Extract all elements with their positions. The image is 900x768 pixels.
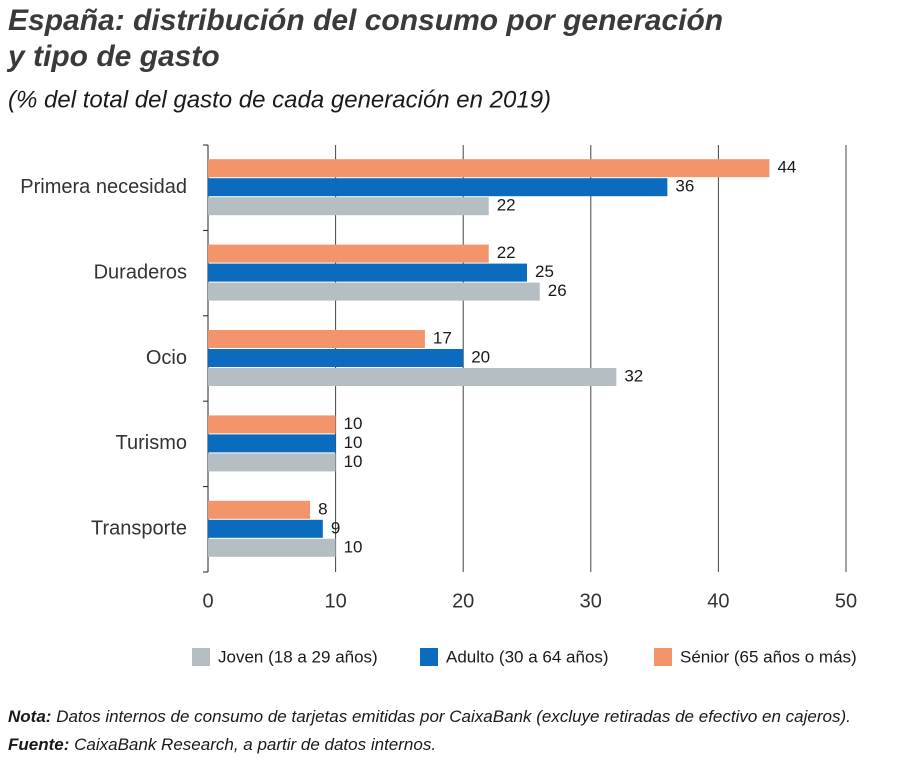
y-tick-label: Transporte: [91, 518, 187, 540]
value-label: 36: [675, 177, 694, 196]
legend-swatch: [192, 648, 210, 666]
y-tick-label: Primera necesidad: [20, 176, 187, 198]
legend-swatch: [654, 648, 672, 666]
value-label: 44: [777, 158, 796, 177]
note: Fuente: CaixaBank Research, a partir de …: [8, 735, 436, 754]
value-label: 20: [471, 347, 490, 366]
value-label: 26: [548, 281, 567, 300]
bar: [208, 263, 527, 282]
value-label: 10: [344, 452, 363, 471]
y-tick-label: Turismo: [116, 432, 187, 454]
chart-title: y tipo de gasto: [6, 40, 220, 73]
value-label: 22: [497, 243, 516, 262]
x-tick-label: 0: [202, 590, 213, 612]
chart-title: España: distribución del consumo por gen…: [8, 4, 723, 37]
bar: [208, 159, 770, 178]
legend-label: Adulto (30 a 64 años): [446, 647, 609, 666]
x-tick-label: 10: [324, 590, 346, 612]
value-label: 17: [433, 328, 452, 347]
bar: [208, 178, 668, 197]
value-label: 22: [497, 196, 516, 215]
x-tick-label: 20: [452, 590, 474, 612]
value-label: 8: [318, 499, 327, 518]
bar: [208, 415, 336, 434]
x-tick-label: 40: [707, 590, 729, 612]
y-tick-label: Ocio: [146, 347, 187, 369]
bar: [208, 500, 311, 519]
x-tick-label: 50: [835, 590, 857, 612]
bar: [208, 519, 323, 538]
value-label: 9: [331, 518, 340, 537]
value-label: 32: [624, 366, 643, 385]
bar: [208, 434, 336, 453]
legend-swatch: [420, 648, 438, 666]
bar: [208, 349, 464, 367]
bar: [208, 538, 336, 557]
y-tick-label: Duraderos: [94, 261, 187, 283]
bar: [208, 282, 540, 301]
note-text: Datos internos de consumo de tarjetas em…: [56, 707, 851, 726]
bar: [208, 244, 489, 263]
value-label: 25: [535, 262, 554, 281]
bar: [208, 368, 617, 386]
value-label: 10: [344, 433, 363, 452]
chart-subtitle: (% del total del gasto de cada generació…: [8, 86, 551, 113]
note-label: Nota:: [8, 707, 51, 726]
value-label: 10: [344, 537, 363, 556]
note-label: Fuente:: [8, 735, 69, 754]
note-text: CaixaBank Research, a partir de datos in…: [74, 735, 436, 754]
x-tick-label: 30: [580, 590, 602, 612]
note: Nota: Datos internos de consumo de tarje…: [8, 707, 851, 726]
bar: [208, 453, 336, 472]
value-label: 10: [344, 414, 363, 433]
bar: [208, 330, 425, 348]
bar: [208, 197, 489, 216]
legend-label: Sénior (65 años o más): [680, 647, 857, 666]
legend-label: Joven (18 a 29 años): [218, 647, 378, 666]
